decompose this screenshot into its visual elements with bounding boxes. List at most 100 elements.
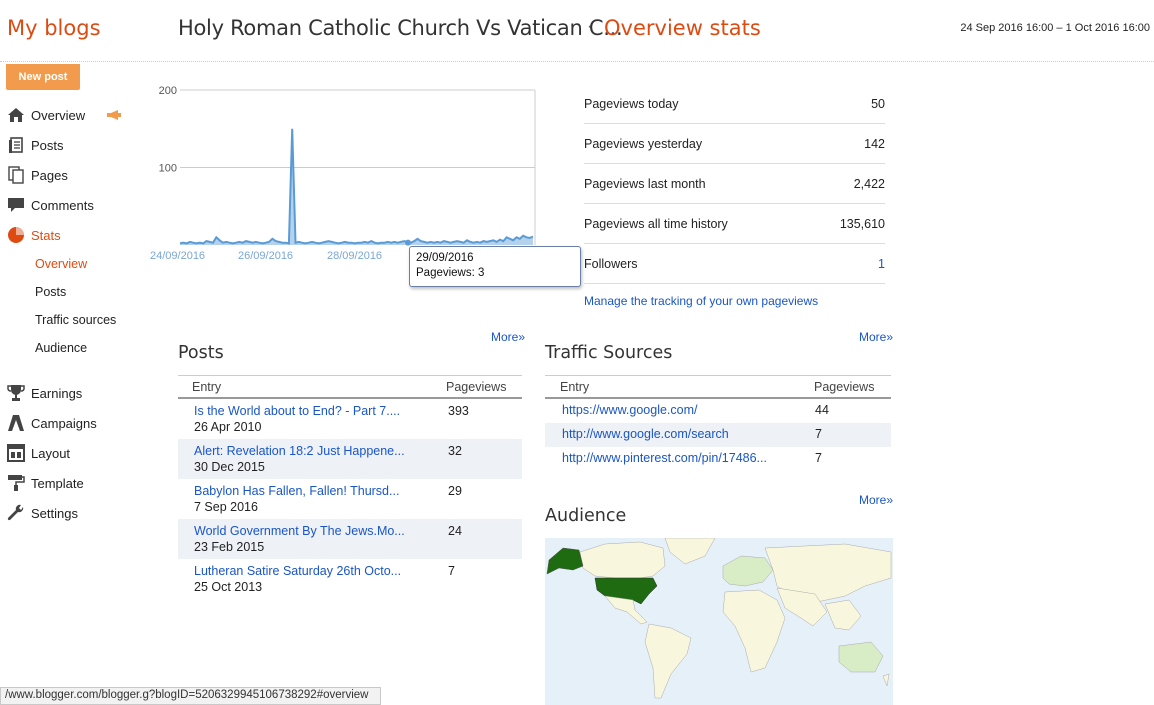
browser-status-bar: /www.blogger.com/blogger.g?blogID=520632…	[0, 687, 381, 705]
traffic-source-link[interactable]: http://www.pinterest.com/pin/17486...	[562, 451, 767, 465]
post-date: 25 Oct 2013	[194, 580, 263, 594]
pageviews-line	[179, 128, 534, 245]
posts-more-link[interactable]: More»	[491, 330, 526, 344]
traffic-pageviews: 44	[815, 403, 829, 417]
x-tick-label: 28/09/2016	[327, 250, 382, 262]
sidebar-item-campaigns[interactable]: Campaigns	[6, 412, 97, 434]
stats-sub-traffic-sources[interactable]: Traffic sources	[35, 313, 117, 327]
stats-summary: Pageviews today 50 Pageviews yesterday 1…	[584, 84, 885, 284]
layout-icon	[6, 444, 26, 462]
sidebar-item-comments[interactable]: Comments	[6, 194, 94, 216]
table-row: Is the World about to End? - Part 7.... …	[178, 399, 522, 439]
sidebar-item-label: Pages	[31, 167, 68, 183]
audience-world-map[interactable]	[545, 538, 893, 705]
stat-row-last-month: Pageviews last month 2,422	[584, 164, 885, 204]
y-tick-label: 100	[159, 163, 177, 175]
stat-value: 50	[871, 96, 885, 111]
post-pageviews: 24	[448, 524, 462, 538]
posts-icon	[6, 136, 26, 154]
pages-icon	[6, 166, 26, 184]
trophy-icon	[6, 384, 26, 402]
sidebar-item-posts[interactable]: Posts	[6, 134, 64, 156]
pageviews-area	[180, 128, 533, 245]
stat-value: 2,422	[853, 176, 885, 191]
comment-icon	[6, 196, 26, 214]
stat-row-today: Pageviews today 50	[584, 84, 885, 124]
sidebar-item-layout[interactable]: Layout	[6, 442, 70, 464]
manage-tracking-link[interactable]: Manage the tracking of your own pageview…	[584, 294, 819, 308]
sidebar-item-settings[interactable]: Settings	[6, 502, 78, 524]
traffic-source-link[interactable]: https://www.google.com/	[562, 403, 698, 417]
sidebar-item-label: Campaigns	[31, 415, 97, 431]
sidebar-item-overview[interactable]: Overview	[6, 104, 85, 126]
stat-label: Pageviews yesterday	[584, 136, 703, 151]
tooltip-value: Pageviews: 3	[416, 267, 485, 279]
post-pageviews: 393	[448, 404, 469, 418]
sidebar-item-template[interactable]: Template	[6, 472, 84, 494]
chart-tooltip: 29/09/2016 Pageviews: 3	[409, 246, 581, 287]
megaphone-icon[interactable]	[106, 109, 122, 124]
hover-point	[405, 239, 411, 246]
sidebar-item-label: Earnings	[31, 385, 83, 401]
table-row: http://www.pinterest.com/pin/17486... 7	[545, 447, 891, 471]
sidebar-item-label: Layout	[31, 445, 71, 461]
posts-table: Entry Pageviews Is the World about to En…	[178, 375, 522, 599]
stat-label: Pageviews all time history	[584, 216, 728, 231]
blog-title[interactable]: Holy Roman Catholic Church Vs Vatican C.…	[178, 16, 623, 40]
stat-row-all-time: Pageviews all time history 135,610	[584, 204, 885, 244]
post-date: 7 Sep 2016	[194, 500, 258, 514]
stat-label: Pageviews today	[584, 96, 679, 111]
sidebar-item-label: Posts	[31, 137, 64, 153]
traffic-table: Entry Pageviews https://www.google.com/ …	[545, 375, 891, 471]
audience-more-link[interactable]: More»	[859, 493, 894, 507]
x-tick-label: 26/09/2016	[238, 250, 293, 262]
sidebar-item-label: Comments	[31, 197, 94, 213]
pageviews-chart[interactable]: 200 100 24/09/2016 26/09/2016 28/09/2016	[140, 80, 540, 265]
post-link[interactable]: World Government By The Jews.Mo...	[194, 524, 405, 538]
post-link[interactable]: Lutheran Satire Saturday 26th Octo...	[194, 564, 402, 578]
sidebar-item-pages[interactable]: Pages	[6, 164, 68, 186]
campaigns-icon	[6, 414, 26, 432]
stats-sub-overview[interactable]: Overview	[35, 257, 88, 271]
traffic-pageviews: 7	[815, 427, 822, 441]
post-pageviews: 32	[448, 444, 462, 458]
new-post-button[interactable]: New post	[6, 64, 80, 90]
sidebar-item-earnings[interactable]: Earnings	[6, 382, 82, 404]
table-row: Lutheran Satire Saturday 26th Octo... 25…	[178, 559, 522, 599]
stat-label: Followers	[584, 256, 638, 271]
col-pageviews: Pageviews	[446, 380, 507, 394]
wrench-icon	[6, 504, 26, 522]
col-entry: Entry	[192, 380, 222, 394]
tooltip-date: 29/09/2016	[416, 252, 474, 264]
top-header: My blogs Holy Roman Catholic Church Vs V…	[0, 0, 1154, 62]
traffic-more-link[interactable]: More»	[859, 330, 894, 344]
x-tick-label: 24/09/2016	[150, 250, 205, 262]
table-row: Alert: Revelation 18:2 Just Happene... 3…	[178, 439, 522, 479]
my-blogs-link[interactable]: My blogs	[7, 16, 101, 40]
followers-link[interactable]: 1	[878, 256, 885, 271]
stat-row-followers: Followers 1	[584, 244, 885, 284]
post-pageviews: 29	[448, 484, 462, 498]
sidebar-item-label: Overview	[31, 107, 86, 123]
post-pageviews: 7	[448, 564, 455, 578]
traffic-section-title: Traffic Sources	[545, 343, 673, 363]
stats-sub-audience[interactable]: Audience	[35, 341, 88, 355]
date-range: 24 Sep 2016 16:00 – 1 Oct 2016 16:00	[960, 22, 1150, 34]
posts-table-header: Entry Pageviews	[178, 375, 522, 399]
post-date: 26 Apr 2010	[194, 420, 262, 434]
post-date: 23 Feb 2015	[194, 540, 265, 554]
post-link[interactable]: Is the World about to End? - Part 7....	[194, 404, 401, 418]
stats-sub-posts[interactable]: Posts	[35, 285, 67, 299]
traffic-table-header: Entry Pageviews	[545, 375, 891, 399]
post-link[interactable]: Alert: Revelation 18:2 Just Happene...	[194, 444, 405, 458]
traffic-source-link[interactable]: http://www.google.com/search	[562, 427, 729, 441]
page-title: Overview stats	[604, 16, 761, 40]
stat-value: 135,610	[839, 216, 885, 231]
stat-row-yesterday: Pageviews yesterday 142	[584, 124, 885, 164]
table-row: https://www.google.com/ 44	[545, 399, 891, 423]
sidebar-item-stats[interactable]: Stats	[6, 224, 61, 246]
home-icon	[6, 106, 26, 124]
post-link[interactable]: Babylon Has Fallen, Fallen! Thursd...	[194, 484, 400, 498]
y-tick-label: 200	[159, 85, 177, 97]
table-row: http://www.google.com/search 7	[545, 423, 891, 447]
